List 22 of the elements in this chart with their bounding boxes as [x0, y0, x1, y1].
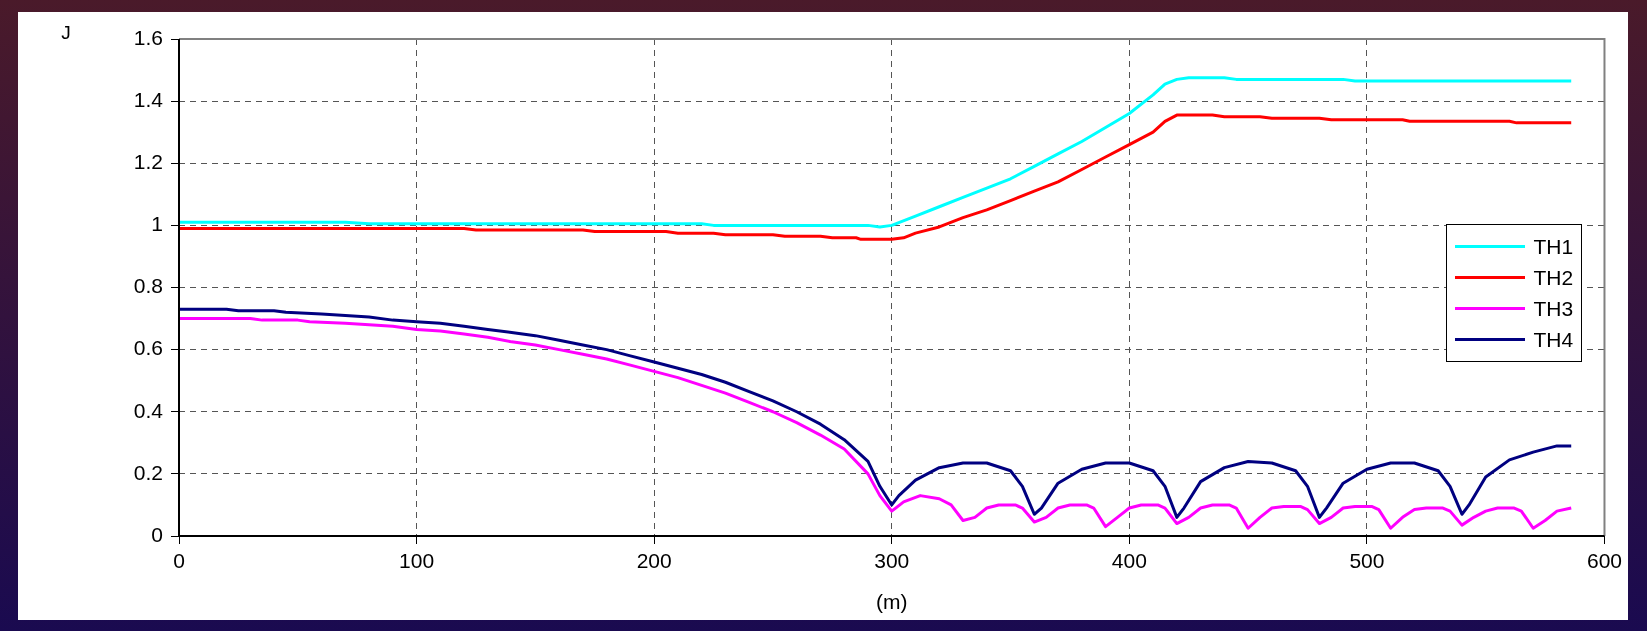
x-tick-label: 400 [1111, 549, 1147, 573]
legend-label: TH4 [1533, 326, 1574, 353]
y-axis-title: J [61, 22, 71, 44]
y-tick-label: 0.4 [133, 398, 164, 422]
y-tick-label: 1.6 [133, 25, 163, 49]
y-tick-label: 0 [151, 522, 163, 546]
legend-label: TH3 [1533, 295, 1574, 322]
x-tick-label: 0 [173, 549, 185, 573]
y-tick-label: 1.2 [133, 150, 163, 174]
x-tick-label: 500 [1349, 549, 1385, 573]
legend-label: TH2 [1533, 264, 1574, 291]
y-tick-label: 1 [151, 212, 163, 236]
x-tick-label: 100 [399, 549, 435, 573]
y-tick-label: 0.8 [133, 274, 163, 298]
x-tick-label: 300 [874, 549, 910, 573]
x-tick-label: 600 [1586, 549, 1622, 573]
x-axis-title: (m) [876, 590, 908, 614]
legend-label: TH1 [1533, 233, 1574, 260]
y-tick-label: 0.2 [133, 460, 163, 484]
x-tick-label: 200 [636, 549, 672, 573]
y-tick-label: 1.4 [133, 87, 164, 111]
y-tick-label: 0.6 [133, 336, 163, 360]
